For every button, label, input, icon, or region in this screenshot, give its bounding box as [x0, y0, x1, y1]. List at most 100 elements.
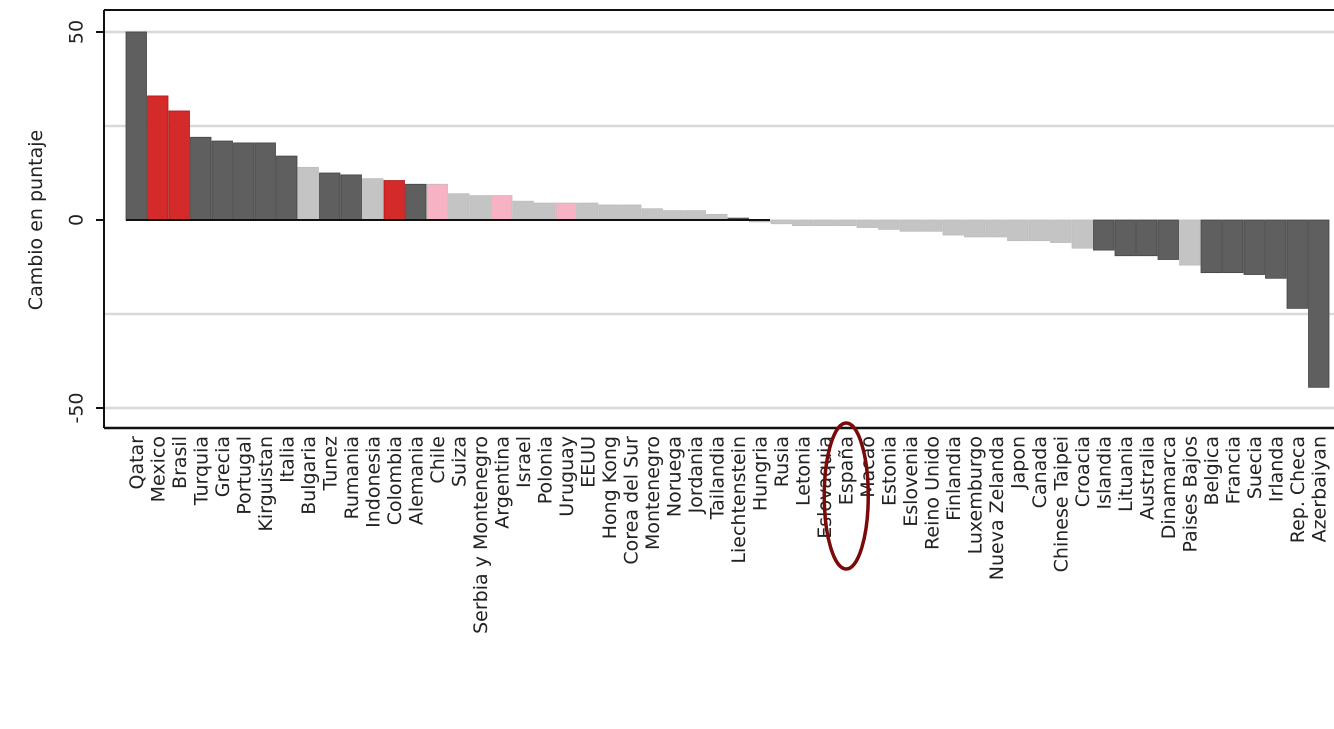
x-category-label: Australia	[1136, 436, 1158, 520]
bar	[426, 183, 448, 221]
x-category-label: Noruega	[663, 436, 685, 517]
bar	[1050, 219, 1072, 243]
bar	[1007, 219, 1029, 242]
x-category-label: Brasil	[169, 436, 191, 489]
bar	[835, 219, 857, 227]
bar	[878, 219, 900, 230]
x-category-label: Kirguistan	[255, 436, 277, 532]
bar	[942, 219, 964, 236]
x-category-label: Eslovenia	[900, 436, 922, 527]
x-category-label: Japon	[1007, 436, 1029, 490]
bar	[512, 200, 534, 221]
y-axis-label: Cambio en puntaje	[25, 130, 47, 310]
x-category-label: Turquia	[190, 436, 212, 506]
bar	[211, 140, 233, 221]
bar	[1071, 219, 1093, 249]
highlight-ellipse	[822, 421, 870, 571]
x-category-label: Azerbaiyan	[1308, 436, 1330, 542]
x-category-label: Belgica	[1201, 436, 1223, 505]
x-category-label: Qatar	[126, 436, 148, 490]
bar	[577, 202, 599, 221]
x-category-label: Suiza	[448, 436, 470, 487]
x-category-label: Rusia	[771, 436, 793, 487]
bar	[534, 202, 556, 221]
x-category-label: Colombia	[384, 436, 406, 525]
x-category-label: Polonia	[534, 436, 556, 504]
y-tick-labels: -50 0 50	[66, 20, 104, 424]
axes	[103, 9, 1334, 430]
bar	[964, 219, 986, 238]
bar	[276, 155, 298, 221]
bar	[254, 142, 276, 221]
x-category-label: Finlandia	[943, 436, 965, 521]
bar	[1222, 219, 1244, 274]
x-category-labels: Qatar Mexico Brasil Turquia Grecia Portugal Ki…	[126, 436, 1331, 634]
x-category-label: Irlanda	[1265, 436, 1287, 502]
x-category-label: Suecia	[1244, 436, 1266, 499]
x-category-label: Estonia	[878, 436, 900, 506]
x-category-label: Argentina	[491, 436, 513, 529]
x-category-label: España	[835, 436, 857, 505]
x-category-label: Rep. Checa	[1287, 436, 1309, 543]
x-category-label: Serbia y Montenegro	[470, 436, 492, 634]
x-category-label: Tailandia	[706, 436, 728, 520]
bar	[899, 219, 921, 232]
x-category-label: Rumania	[341, 436, 363, 520]
x-category-label: Reino Unido	[921, 436, 943, 550]
x-category-label: Montenegro	[642, 436, 664, 550]
bar	[770, 219, 792, 225]
bar	[125, 31, 147, 221]
y-tick-label: 0	[66, 214, 88, 226]
bar	[1136, 219, 1158, 257]
y-tick-label: 50	[66, 20, 88, 44]
x-category-label: Israel	[513, 436, 535, 488]
x-category-label: Tunez	[319, 436, 341, 491]
grid-lines	[104, 30, 1334, 410]
bar	[297, 166, 319, 221]
bars	[125, 31, 1330, 388]
bar	[1200, 219, 1222, 274]
bar	[663, 210, 685, 221]
bar	[319, 172, 341, 221]
x-category-label: Hungria	[749, 436, 771, 511]
bar	[362, 178, 384, 221]
x-category-label: Islandia	[1093, 436, 1115, 509]
bar	[448, 193, 470, 221]
bar	[1028, 219, 1050, 242]
x-category-label: Uruguay	[556, 436, 578, 517]
bar	[383, 180, 405, 221]
bar	[813, 219, 835, 227]
x-category-label: Mexico	[147, 436, 169, 502]
x-category-label: Dinamarca	[1158, 436, 1180, 539]
bar	[190, 136, 212, 221]
x-category-label: Nueva Zelanda	[986, 436, 1008, 580]
bar	[555, 202, 577, 221]
bar	[340, 174, 362, 221]
y-tick-label: -50	[66, 392, 88, 423]
bar	[684, 210, 706, 221]
bar	[620, 204, 642, 221]
bar	[1157, 219, 1179, 260]
x-category-label: Croacia	[1072, 436, 1094, 507]
bar	[1265, 219, 1287, 279]
bar	[168, 110, 190, 221]
bar	[1308, 219, 1330, 388]
x-category-label: Jordania	[685, 436, 707, 514]
bar	[469, 195, 491, 221]
bar	[405, 183, 427, 221]
bar	[1179, 219, 1201, 266]
bar	[491, 195, 513, 221]
x-category-label: EEUU	[577, 436, 599, 488]
x-category-label: Indonesia	[362, 436, 384, 528]
bar	[233, 142, 255, 221]
bar	[921, 219, 943, 232]
bar	[1114, 219, 1136, 257]
x-category-label: Francia	[1222, 436, 1244, 504]
x-category-label: Canada	[1029, 436, 1051, 508]
bar	[147, 95, 169, 221]
bar	[641, 208, 663, 221]
bar	[856, 219, 878, 228]
bar	[792, 219, 814, 227]
bar	[1243, 219, 1265, 275]
